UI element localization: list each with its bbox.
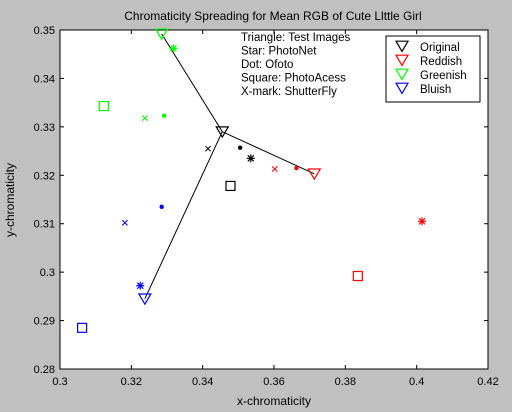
reddish-dot-point	[294, 165, 299, 171]
legend-label-greenish: Greenish	[420, 70, 467, 82]
triangle-marker	[307, 168, 322, 181]
annotation-line: Triangle: Test Images	[241, 32, 351, 44]
x-tick-label: 0.32	[121, 376, 142, 388]
star-marker-stroke	[418, 217, 426, 225]
reddish-x-point	[271, 166, 278, 172]
y-tick-label: 0.29	[34, 316, 55, 328]
annotation-line: Square: PhotoAcess	[241, 73, 346, 85]
star-marker-stroke	[169, 44, 177, 52]
y-tick-label: 0.35	[34, 25, 55, 37]
legend-greenish-icon	[394, 68, 410, 81]
bluish-x-point	[121, 219, 128, 226]
bluish-triangle-point	[137, 293, 152, 306]
bluish-dot-point	[159, 204, 164, 209]
original-triangle-point	[215, 126, 230, 139]
triangle-marker	[215, 126, 230, 139]
dot-marker	[237, 145, 243, 150]
x-tick-label: 0.34	[192, 376, 213, 388]
legend-bluish-icon	[394, 82, 410, 95]
legend-label-bluish: Bluish	[420, 84, 451, 96]
legend-original-icon	[394, 40, 410, 53]
y-tick-label: 0.33	[34, 122, 55, 134]
legend-label-original: Original	[420, 42, 460, 54]
greenish-square-point	[98, 100, 109, 112]
connector-line	[144, 131, 223, 299]
x-tick-label: 0.38	[335, 376, 356, 388]
x-tick-label: 0.3	[52, 376, 67, 388]
connector-line	[222, 131, 315, 175]
legend: Original Reddish Greenish Bluish	[385, 35, 481, 103]
original-star-point	[246, 154, 255, 163]
annotation-line: Star: PhotoNet	[241, 46, 317, 58]
y-tick-label: 0.28	[34, 364, 55, 376]
y-axis-label: y-chromaticity	[3, 163, 17, 237]
bluish-square-point	[77, 322, 88, 333]
triangle-marker	[394, 54, 410, 67]
legend-label-reddish: Reddish	[420, 56, 462, 68]
original-square-point	[225, 180, 236, 192]
x-axis-ticks: 0.3 0.32 0.34 0.36 0.38 0.4 0.42	[52, 30, 499, 388]
chart-title: Chromaticity Spreading for Mean RGB of C…	[124, 9, 421, 23]
x-tick-label: 0.36	[263, 376, 284, 388]
dot-marker	[294, 165, 299, 171]
y-axis-ticks: 0.28 0.29 0.3 0.31 0.32 0.33 0.34 0.35	[34, 25, 488, 376]
annotation-block: Triangle: Test Images Star: PhotoNetDot: …	[241, 32, 351, 98]
square-marker	[225, 180, 236, 192]
reddish-star-point	[418, 217, 427, 226]
triangle-marker	[137, 293, 152, 306]
dot-marker	[161, 113, 167, 118]
legend-reddish-icon	[394, 54, 410, 67]
triangle-marker	[394, 68, 410, 81]
triangle-marker	[154, 28, 169, 41]
greenish-triangle-point	[154, 28, 169, 41]
greenish-star-point	[169, 44, 178, 53]
greenish-dot-point	[161, 113, 167, 118]
x-tick-label: 0.4	[409, 376, 424, 388]
y-tick-label: 0.31	[34, 219, 55, 231]
square-marker	[77, 322, 88, 333]
bluish-star-point	[136, 281, 145, 290]
square-marker	[352, 270, 363, 282]
reddish-triangle-point	[307, 168, 322, 181]
reddish-square-point	[352, 270, 363, 282]
y-tick-label: 0.3	[40, 267, 55, 279]
triangle-marker	[394, 40, 410, 53]
y-tick-label: 0.34	[34, 73, 55, 85]
data-markers	[77, 28, 427, 333]
x-marker-stroke	[141, 115, 148, 122]
x-marker-stroke	[271, 166, 278, 172]
square-marker	[98, 100, 109, 112]
star-marker-stroke	[247, 154, 255, 162]
x-marker-stroke	[121, 219, 128, 226]
original-x-point	[205, 145, 211, 152]
greenish-x-point	[141, 115, 148, 122]
x-axis-label: x-chromaticity	[237, 394, 311, 408]
star-marker-stroke	[136, 282, 144, 290]
x-marker-stroke	[205, 145, 211, 152]
dot-marker	[159, 204, 164, 209]
y-tick-label: 0.32	[34, 170, 55, 182]
original-dot-point	[237, 145, 243, 150]
annotation-line: X-mark: ShutterFly	[241, 86, 337, 98]
x-tick-label: 0.42	[477, 376, 498, 388]
annotation-line: Dot: Ofoto	[241, 59, 293, 71]
triangle-marker	[394, 82, 410, 95]
